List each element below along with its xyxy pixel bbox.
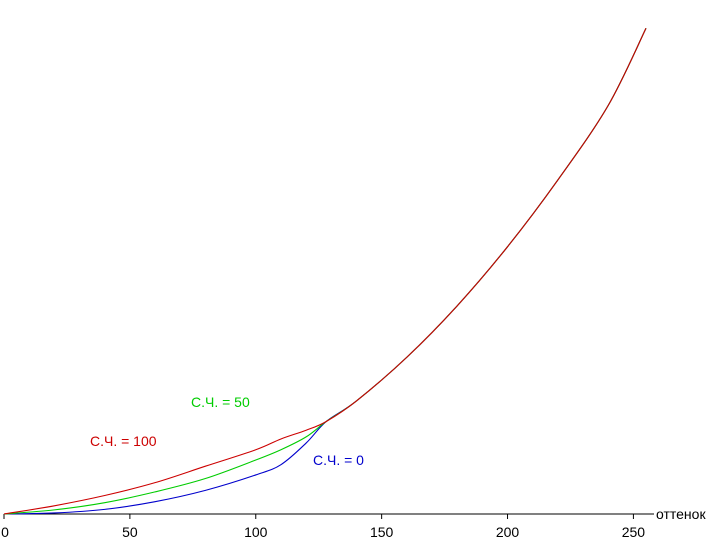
- x-tick-label: 50: [122, 524, 138, 540]
- x-tick-label: 150: [370, 524, 394, 540]
- x-ticks: 0 50 100 150 200 250: [1, 514, 645, 540]
- x-tick-label: 0: [1, 524, 9, 540]
- series-layer: [3, 28, 647, 515]
- series-label-2: С.Ч. = 100: [90, 433, 157, 449]
- series-label-layer: С.Ч. = 0 С.Ч. = 50 С.Ч. = 100: [90, 394, 364, 468]
- x-tick-label: 200: [496, 524, 520, 540]
- x-tick-label: 100: [244, 524, 268, 540]
- series-label-0: С.Ч. = 0: [313, 452, 364, 468]
- series-label-1: С.Ч. = 50: [191, 394, 250, 410]
- series-line-2: [3, 28, 647, 515]
- axis-layer: 0 50 100 150 200 250 оттенок: [1, 506, 706, 540]
- x-axis-title: оттенок: [656, 506, 706, 522]
- x-tick-label: 250: [622, 524, 646, 540]
